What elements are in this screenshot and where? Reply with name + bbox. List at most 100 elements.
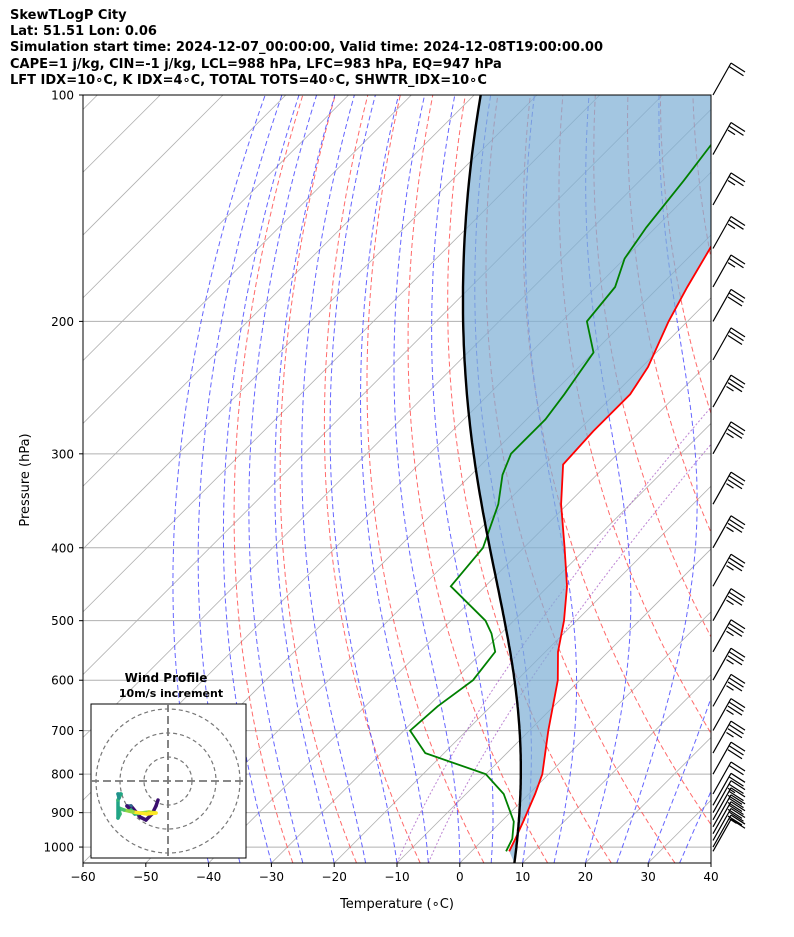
isotherm-line	[522, 674, 711, 863]
location-text: Lat: 51.51 Lon: 0.06	[10, 24, 157, 40]
wind-barb-flag	[730, 588, 746, 599]
wind-barb-staff	[712, 794, 732, 828]
wind-barb-staff	[712, 471, 732, 505]
moist-adiabat-line	[274, 95, 336, 863]
y-tick-label: 800	[51, 768, 74, 782]
chart-title: SkewTLogP City	[10, 8, 127, 23]
moist-adiabat-line	[679, 789, 711, 863]
wind-barb-flag	[730, 553, 746, 564]
isotherm-line	[83, 95, 538, 550]
wind-barb-staff	[712, 647, 732, 681]
isotherm-line	[333, 485, 711, 863]
wind-barb-half-flag	[727, 223, 736, 230]
wind-barb-flag	[729, 176, 744, 187]
wind-barb-half-flag	[727, 129, 736, 136]
stability-indices-2: LFT IDX=10∘C, K IDX=4∘C, TOTAL TOTS=40∘C…	[10, 72, 487, 88]
wind-barb	[712, 374, 746, 408]
wind-barb	[712, 761, 746, 795]
wind-barb-flag	[730, 741, 746, 752]
wind-barb-staff	[712, 172, 732, 206]
x-tick-label: 20	[578, 870, 593, 884]
wind-barb	[712, 515, 746, 549]
x-tick-label: −40	[196, 870, 221, 884]
wind-barb-flag	[729, 125, 744, 136]
x-tick-label: 30	[641, 870, 656, 884]
wind-barb-flag	[729, 623, 744, 634]
wind-barb-flag	[730, 62, 746, 73]
wind-barb	[712, 421, 746, 455]
wind-barb-half-flag	[726, 630, 734, 637]
wind-barb-staff	[712, 808, 732, 841]
wind-barb-half-flag	[726, 565, 734, 571]
wind-barb-staff	[712, 761, 732, 795]
wind-barb-flag	[727, 334, 743, 345]
wind-barb-staff	[712, 801, 732, 835]
wind-barb-staff	[712, 787, 732, 821]
moist-adiabat-line	[616, 95, 698, 863]
dry-adiabat-line	[725, 95, 794, 863]
wind-barb	[712, 254, 746, 288]
wind-barb-staff	[712, 254, 732, 288]
dry-adiabat-line	[758, 95, 794, 863]
isotherm-line	[459, 611, 711, 863]
wind-barb-staff	[712, 588, 732, 621]
y-tick-label: 900	[51, 806, 74, 820]
isotherm-line	[83, 95, 224, 236]
chart-header: SkewTLogP City Lat: 51.51 Lon: 0.06 Simu…	[10, 8, 603, 89]
x-tick-label: 10	[515, 870, 530, 884]
wind-barb-flag	[727, 382, 743, 393]
y-tick-label: 700	[51, 724, 74, 738]
y-tick-label: 300	[51, 447, 74, 461]
wind-barb-flag	[729, 425, 744, 436]
wind-barb-flag	[727, 296, 743, 307]
wind-barb-half-flag	[726, 731, 734, 738]
wind-barb-flag	[727, 655, 743, 666]
wind-barb	[712, 471, 746, 505]
isotherm-line	[83, 95, 349, 362]
wind-barb-flag	[727, 479, 743, 490]
wind-barb-flag	[730, 515, 746, 526]
wind-barb-half-flag	[726, 526, 734, 533]
parcel-path-line	[461, 95, 522, 863]
wind-barb	[712, 588, 746, 621]
wind-barb-half-flag	[727, 179, 736, 186]
wind-barb-flag	[730, 122, 746, 133]
inset-subtitle: 10m/s increment	[119, 687, 223, 700]
wind-barb-flag	[729, 805, 744, 816]
x-tick-label: −60	[70, 870, 95, 884]
wind-barb-flag	[730, 327, 746, 338]
moist-adiabat-line	[359, 95, 429, 863]
wind-barb-flag	[729, 557, 744, 568]
x-tick-label: −50	[133, 870, 158, 884]
wind-barb	[712, 122, 746, 155]
wind-barb-staff	[712, 62, 732, 96]
dry-adiabat-line	[593, 95, 711, 638]
wind-barb	[712, 720, 746, 754]
wind-barb-flag	[729, 331, 744, 342]
temperature-line	[508, 244, 711, 852]
wind-barb	[712, 801, 746, 835]
wind-barb-staff	[712, 773, 732, 806]
dewpoint-line	[408, 143, 711, 852]
wind-barb-flag	[730, 698, 746, 709]
wind-barb-flag	[730, 818, 746, 829]
inset-title: Wind Profile	[125, 671, 208, 685]
wind-barb-flag	[730, 807, 746, 818]
wind-barb-half-flag	[726, 432, 734, 439]
moist-adiabat-line	[710, 861, 711, 863]
wind-barb-flag	[727, 428, 743, 439]
wind-barb-flag	[729, 677, 744, 688]
wind-barb-staff	[712, 780, 732, 813]
wind-barb-flag	[730, 787, 746, 798]
wind-barb-flag	[729, 776, 744, 787]
x-tick-label: −10	[384, 870, 409, 884]
x-tick-label: −30	[259, 870, 284, 884]
moist-adiabat-line	[197, 95, 283, 863]
wind-barb	[712, 818, 746, 852]
wind-barb-flag	[727, 728, 743, 739]
wind-barb-staff	[712, 122, 732, 155]
y-tick-label: 600	[51, 674, 74, 688]
dry-adiabat-line	[659, 95, 711, 415]
wind-barb	[712, 553, 746, 587]
